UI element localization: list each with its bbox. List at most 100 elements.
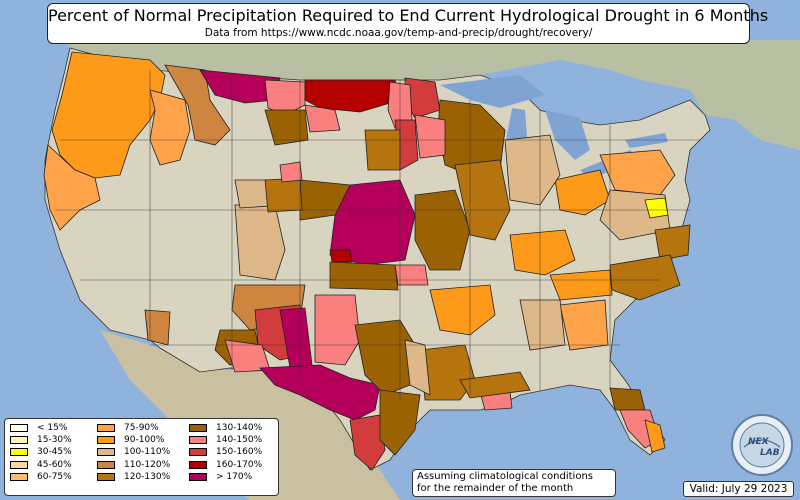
legend-swatch — [97, 448, 115, 457]
legend-swatch — [97, 472, 115, 481]
map-title: Percent of Normal Precipitation Required… — [48, 6, 769, 25]
title-box: Percent of Normal Precipitation Required… — [47, 3, 769, 44]
legend-label: 75-90% — [124, 423, 159, 434]
legend-swatch — [97, 436, 115, 445]
legend-swatch — [189, 448, 207, 457]
legend-item: 60-75% — [10, 471, 72, 483]
legend-item: 140-150% — [189, 434, 262, 446]
region-oh-orange — [554, 169, 611, 216]
drought-regions — [43, 51, 691, 471]
legend-label: 130-140% — [216, 423, 263, 434]
region-tx-magenta — [259, 364, 381, 421]
region-il-brown — [454, 159, 511, 241]
legend-item: 100-110% — [97, 446, 170, 458]
region-fl-orange — [644, 419, 666, 453]
region-tx-coast-brown — [379, 389, 421, 456]
logo-arc — [743, 439, 781, 448]
legend-swatch — [189, 460, 207, 469]
region-md-yellow — [644, 197, 669, 219]
legend-item: < 15% — [10, 422, 72, 434]
region-fl-brown — [609, 387, 646, 411]
region-tn-orange — [549, 269, 613, 301]
region-tx-pink — [314, 294, 361, 366]
state-boundaries — [55, 70, 700, 400]
region-sd-brown — [364, 129, 401, 171]
legend-label: < 15% — [37, 423, 68, 434]
legend-swatch — [97, 460, 115, 469]
legend-column-3: 130-140% 140-150% 150-160% 160-170% > 17… — [189, 422, 262, 483]
legend-label: > 170% — [216, 471, 253, 482]
legend-swatch — [10, 472, 28, 481]
legend-swatch — [189, 472, 207, 481]
canada-land — [60, 40, 800, 150]
map-subtitle: Data from https://www.ncdc.noaa.gov/temp… — [204, 27, 593, 39]
legend-swatch — [97, 424, 115, 433]
region-wy-pink — [279, 161, 303, 183]
region-in-tan — [504, 134, 561, 206]
legend-item: > 170% — [189, 471, 262, 483]
legend-swatch — [10, 448, 28, 457]
region-nd-red — [304, 79, 401, 113]
legend-item: 110-120% — [97, 459, 170, 471]
region-ca-brown — [144, 309, 171, 346]
lake-superior — [440, 75, 545, 108]
valid-date: Valid: July 29 2023 — [683, 481, 794, 497]
legend-label: 90-100% — [124, 435, 165, 446]
legend-swatch — [189, 436, 207, 445]
region-iowa-pink — [414, 114, 446, 159]
region-montana-magenta — [199, 69, 281, 104]
legend-label: 120-130% — [124, 471, 171, 482]
logo-globe — [739, 422, 785, 468]
region-sd-pink — [304, 104, 341, 133]
note-line-2: for the remainder of the month — [417, 483, 574, 494]
logo-text-top: NEX — [748, 437, 770, 447]
legend-label: 110-120% — [124, 459, 171, 470]
legend-item: 90-100% — [97, 434, 170, 446]
legend-label: 45-60% — [37, 459, 72, 470]
region-idaho-tan — [149, 89, 191, 166]
legend-item: 15-30% — [10, 434, 72, 446]
region-ky-orange — [509, 229, 576, 276]
legend-swatch — [189, 424, 207, 433]
region-ok-brown — [329, 261, 399, 291]
legend-item: 130-140% — [189, 422, 262, 434]
region-pacific-nw — [51, 51, 166, 179]
legend-item: 75-90% — [97, 422, 170, 434]
region-ms-brown — [459, 371, 531, 399]
legend-item: 45-60% — [10, 459, 72, 471]
region-la-tan — [404, 339, 431, 396]
region-ks-red — [329, 249, 353, 263]
region-nv-tan — [234, 204, 286, 281]
legend-item: 120-130% — [97, 471, 170, 483]
legend-label: 150-160% — [216, 447, 263, 458]
legend-label: 15-30% — [37, 435, 72, 446]
legend-label: 160-170% — [216, 459, 263, 470]
mexico-land — [100, 330, 400, 500]
legend: < 15% 15-30% 30-45% 45-60% 60-75% 75-90%… — [4, 418, 279, 496]
legend-label: 100-110% — [124, 447, 171, 458]
legend-column-1: < 15% 15-30% 30-45% 45-60% 60-75% — [10, 422, 72, 483]
region-va-brown — [654, 224, 691, 261]
region-ar-orange — [429, 284, 496, 336]
legend-label: 30-45% — [37, 447, 72, 458]
region-plains-magenta — [329, 179, 416, 266]
lake-ontario — [625, 133, 668, 148]
legend-item: 160-170% — [189, 459, 262, 471]
region-ne-orange — [599, 149, 676, 196]
nexlab-logo: NEX LAB — [731, 414, 793, 476]
region-wy-brown — [264, 177, 303, 213]
legend-label: 140-150% — [216, 435, 263, 446]
legend-swatch — [10, 436, 28, 445]
note-line-1: Assuming climatological conditions — [417, 471, 593, 482]
region-tx-red — [349, 414, 386, 471]
legend-swatch — [10, 424, 28, 433]
legend-label: 60-75% — [37, 471, 72, 482]
legend-swatch — [10, 460, 28, 469]
legend-item: 150-160% — [189, 446, 262, 458]
assumption-note: Assuming climatological conditions for t… — [412, 469, 616, 497]
legend-column-2: 75-90% 90-100% 100-110% 110-120% 120-130… — [97, 422, 170, 483]
lake-huron — [545, 110, 590, 160]
legend-item: 30-45% — [10, 446, 72, 458]
logo-text-bottom: LAB — [760, 448, 780, 458]
